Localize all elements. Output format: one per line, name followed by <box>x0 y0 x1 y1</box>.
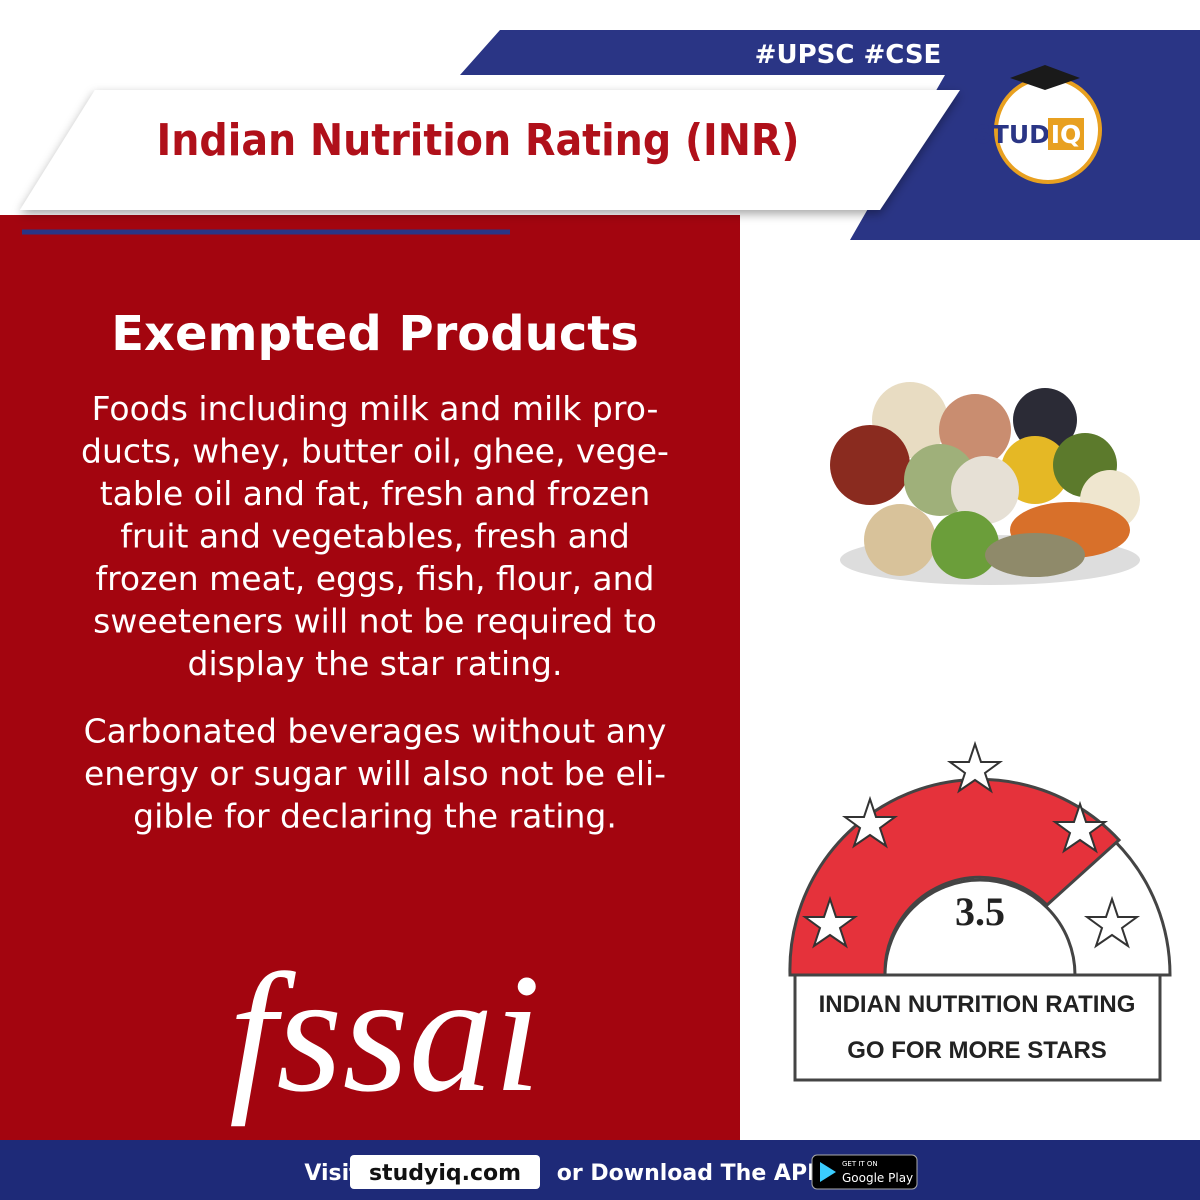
title: Indian Nutrition Rating (INR) <box>157 115 800 166</box>
site-box[interactable] <box>350 1155 540 1189</box>
red-panel <box>0 215 740 1140</box>
paragraph-line: energy or sugar will also not be eli- <box>84 754 666 793</box>
fssai-logo: fssai <box>229 939 541 1127</box>
store-small: GET IT ON <box>842 1160 878 1168</box>
paragraph-line: fruit and vegetables, fresh and <box>120 517 630 556</box>
hashtags: #UPSC #CSE <box>755 40 942 70</box>
badge-line: INDIAN NUTRITION RATING <box>819 991 1136 1018</box>
studyiq-logo: STUDY IQ <box>974 65 1102 184</box>
store-name: Google Play <box>842 1171 913 1185</box>
paragraph-line: table oil and fat, fresh and frozen <box>100 474 651 513</box>
google-play-badge[interactable]: GET IT ON Google Play <box>811 1154 918 1190</box>
navy-band <box>460 30 1200 240</box>
heading: Exempted Products <box>111 306 639 362</box>
footer-text: or Download The APP <box>557 1161 823 1186</box>
paragraph-line: sweeteners will not be required to <box>93 602 657 641</box>
paragraph-line: frozen meat, eggs, fish, flour, and <box>95 559 654 598</box>
footer <box>0 1140 1200 1200</box>
site-link[interactable]: studyiq.com <box>369 1161 521 1186</box>
paragraph-line: ducts, whey, butter oil, ghee, vege- <box>81 432 669 471</box>
paragraphs: Foods including milk and milk pro-ducts,… <box>81 389 669 836</box>
rating-value: 3.5 <box>955 889 1005 934</box>
paragraph-line: Foods including milk and milk pro- <box>92 389 659 428</box>
food-image <box>830 382 1140 585</box>
title-banner <box>20 90 960 210</box>
rating-badge: 3.5 INDIAN NUTRITION RATING GO FOR MORE … <box>788 743 1172 1082</box>
paragraph-line: gible for declaring the rating. <box>133 797 617 836</box>
logo-text: IQ <box>1051 120 1082 149</box>
badge-line: GO FOR MORE STARS <box>847 1037 1107 1064</box>
paragraph-line: Carbonated beverages without any <box>84 712 667 751</box>
paragraph-line: display the star rating. <box>188 644 563 683</box>
